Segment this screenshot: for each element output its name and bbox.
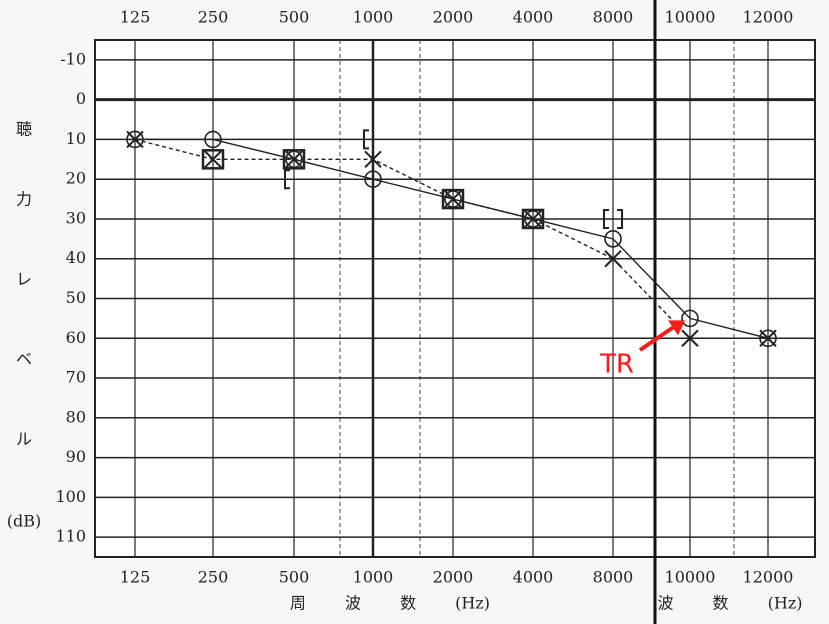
x-tick-label-top: 4000 [513,8,554,27]
y-tick-label: 100 [55,487,86,506]
x-tick-label-top: 125 [120,8,151,27]
x-tick-label: 8000 [593,568,634,587]
y-tick-label: 110 [55,527,86,546]
x-axis-label: 周 波 数 (Hz) [290,594,490,613]
annotation-arrowhead [668,320,685,336]
x-tick-label-top: 500 [279,8,310,27]
y-tick-label: -10 [60,49,86,68]
square-marker [521,208,545,230]
cross-marker [204,150,222,169]
x-tick-label: 2000 [433,568,474,587]
marks [126,129,777,352]
x-tick-label-top: 250 [198,8,229,27]
bracket-left-marker [363,129,369,150]
y-tick-label: 30 [66,208,86,227]
y-axis-label: (dB) [7,512,41,531]
y-tick-label: 70 [66,368,86,387]
x-tick-label: 250 [198,568,229,587]
annotation-arrow [638,323,678,352]
y-axis-label: 力 [16,190,32,209]
x-tick-label: 1000 [353,568,394,587]
annotation: TR [599,350,634,380]
y-axis-label: ベ [16,350,32,369]
cross-marker [126,130,144,149]
x-tick-label: 4000 [513,568,554,587]
y-axis-label: 聴 [16,120,32,139]
y-tick-label: 60 [66,328,86,347]
circle-marker [604,230,622,248]
x-tick-label: 125 [120,568,151,587]
y-tick-label: 0 [76,89,86,108]
y-tick-label: 90 [66,447,86,466]
y-tick-label: 80 [66,407,86,426]
cross-marker [524,210,542,228]
circle-marker [126,130,144,149]
circle-marker [204,130,222,149]
square-marker [201,149,225,170]
bracket-right-marker [617,208,623,229]
x-tick-label-top: 2000 [433,8,474,27]
cross-marker [604,250,622,268]
bracket-left-marker [603,208,609,229]
y-tick-label: 20 [66,169,86,188]
circle-marker [364,170,382,188]
x-tick-label: 500 [279,568,310,587]
y-tick-label: 40 [66,248,86,267]
circle-marker [681,309,699,328]
x-tick-label-top: 1000 [353,8,394,27]
x-tick-label-top: 12000 [743,8,794,27]
square-marker [441,188,465,210]
y-tick-label: 50 [66,288,86,307]
cross-marker [364,150,382,169]
square-marker [282,149,306,170]
x-tick-label: 10000 [665,568,716,587]
y-axis-label: レ [16,270,32,289]
cross-marker [444,190,462,208]
x-tick-label-top: 8000 [593,8,634,27]
bracket-left-marker [284,169,290,190]
y-tick-label: 10 [66,129,86,148]
x-axis-label-extended: 波 数 (Hz) [657,594,802,613]
y-axis-label: ル [16,430,32,449]
x-tick-label-top: 10000 [665,8,716,27]
cross-marker [759,329,777,347]
cross-marker [681,329,699,347]
x-tick-label: 12000 [743,568,794,587]
cross-marker [285,150,303,169]
